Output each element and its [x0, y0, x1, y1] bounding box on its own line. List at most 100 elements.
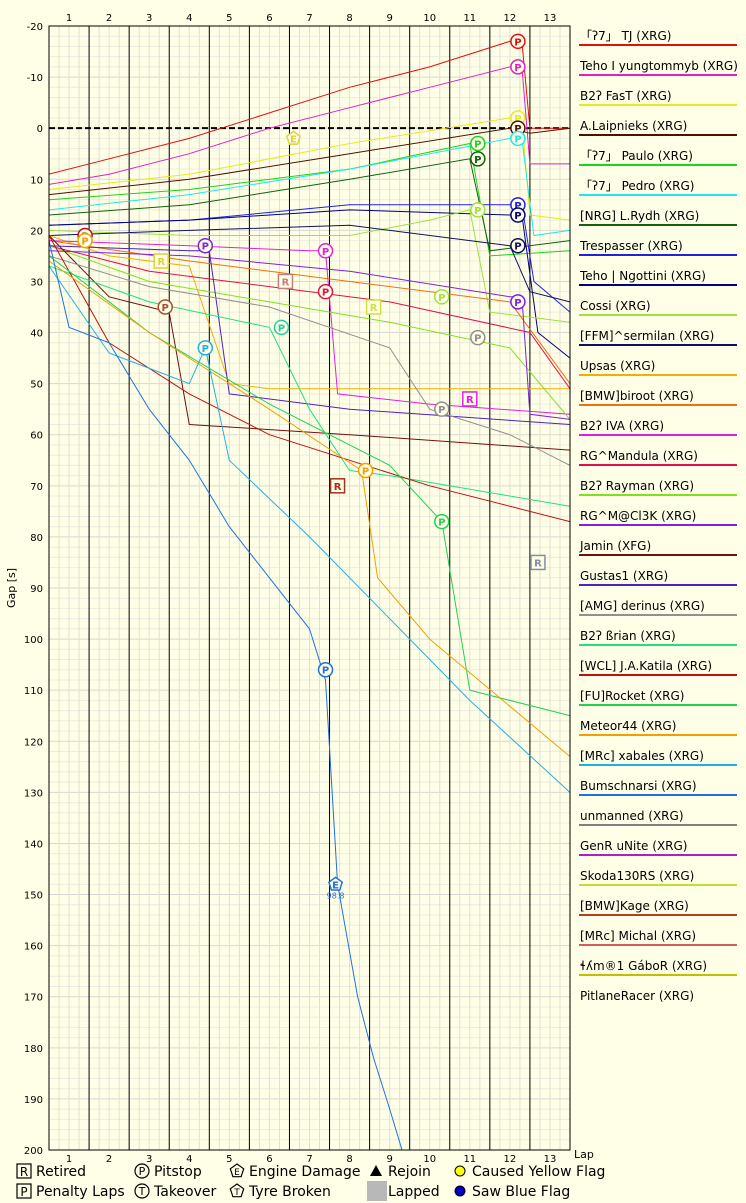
x-tick-label-top: 13 — [544, 13, 557, 24]
y-tick-label: 80 — [30, 533, 43, 544]
x-tick-label-bottom: 10 — [423, 1154, 436, 1165]
footer-symbol-letter: R — [20, 1165, 28, 1179]
pitstop-marker — [470, 135, 486, 152]
footer-symbol-pentagon — [229, 1163, 245, 1178]
legend-entry-label: Jamin (XFG) — [579, 539, 651, 553]
x-tick-label-bottom: 9 — [386, 1154, 392, 1165]
retired-marker-label: R — [466, 395, 474, 406]
pitstop-marker-label: P — [514, 114, 521, 125]
y-tick-label: 90 — [30, 584, 43, 595]
legend-entry-label: unmanned (XRG) — [580, 809, 684, 823]
pitstop-marker-label: P — [474, 155, 481, 166]
series-legend: 「ʔ7」 TJ (XRG) Teho I yungtommyb (XRG) B2ʔ … — [579, 29, 738, 1003]
y-axis-title: Gap [s] — [5, 568, 18, 608]
series-line — [49, 245, 570, 420]
retired-marker — [153, 253, 169, 269]
x-tick-label-bottom: 3 — [146, 1154, 152, 1165]
x-tick-label-top: 3 — [146, 13, 152, 24]
pitstop-marker-label: P — [514, 201, 521, 212]
legend-entry-label: Teho I yungtommyb (XRG) — [579, 59, 738, 73]
retired-marker — [365, 299, 382, 315]
x-tick-label-top: 1 — [66, 13, 72, 24]
pitstop-marker — [470, 202, 486, 218]
footer-legend-label: Takeover — [153, 1184, 216, 1200]
x-tick-label-bottom: 5 — [226, 1154, 232, 1165]
x-tick-label-top: 8 — [346, 13, 352, 24]
pitstop-marker — [434, 513, 450, 530]
pitstop-marker-label: P — [438, 518, 445, 529]
x-tick-label-top: 2 — [106, 13, 112, 24]
retired-marker — [462, 391, 478, 407]
series-line — [49, 158, 570, 252]
retired-marker — [530, 554, 546, 571]
lapped-box-icon — [367, 1181, 387, 1201]
pitstop-marker-label: P — [322, 666, 329, 677]
legend-entry-label: Gustas1 (XRG) — [580, 569, 668, 583]
engine-damage-marker — [285, 130, 301, 145]
pitstop-marker — [510, 33, 526, 50]
footer-legend-label: Caused Yellow Flag — [472, 1164, 605, 1180]
y-tick-label: 130 — [24, 788, 43, 799]
rejoin-triangle-icon — [370, 1165, 382, 1176]
series-line — [49, 40, 570, 175]
legend-entry-label: Bumschnarsi (XRG) — [580, 779, 697, 793]
engine-damage-marker-label: E — [290, 134, 297, 145]
footer-legend-label: Lapped — [388, 1184, 440, 1200]
x-tick-label-top: 9 — [386, 13, 392, 24]
legend-entry-label: Upsas (XRG) — [580, 359, 655, 373]
series-line — [49, 66, 570, 185]
legend-entry-label: 「ʔ7」 Pedro (XRG) — [580, 179, 694, 193]
retired-marker-label: R — [370, 303, 378, 314]
x-tick-label-bottom: 2 — [106, 1154, 112, 1165]
retired-marker-label: R — [534, 558, 542, 569]
legend-entry-label: Skoda130RS (XRG) — [580, 869, 694, 883]
footer-symbol-letter: T — [138, 1185, 146, 1198]
retired-marker-label: R — [157, 257, 165, 268]
y-tick-label: 70 — [30, 482, 43, 493]
footer-symbol-letter: T — [233, 1188, 240, 1198]
x-tick-label-top: 7 — [306, 13, 312, 24]
legend-entry-label: Cossi (XRG) — [580, 299, 651, 313]
event-markers: PPPPPPPPPPPPPPPPPPPPPPPPPPRRRRRREE98.8 — [77, 33, 546, 900]
pitstop-marker-label: P — [514, 124, 521, 135]
pitstop-marker — [197, 340, 214, 356]
x-tick-label-top: 6 — [266, 13, 272, 24]
pitstop-marker — [157, 299, 173, 315]
footer-symbol-square — [16, 1163, 32, 1179]
legend-entry-label: ɬʎm®1 GáboR (XRG) — [580, 959, 707, 973]
legend-entry-label: B2ʔ Rayman (XRG) — [580, 479, 694, 493]
pitstop-marker-label: P — [474, 334, 481, 345]
series-line — [49, 240, 403, 1150]
legend-entry-label: Trespasser (XRG) — [579, 239, 683, 253]
footer-legend-label: Rejoin — [388, 1164, 431, 1180]
pitstop-marker-label: P — [278, 323, 285, 334]
y-tick-label: 180 — [24, 1044, 43, 1055]
legend-entry-label: Teho | Ngottini (XRG) — [579, 269, 706, 283]
pitstop-marker-label: P — [514, 242, 521, 253]
legend-entry-label: B2ʔ FasT (XRG) — [580, 89, 672, 103]
pitstop-marker-label: P — [514, 63, 521, 74]
series-line — [49, 224, 570, 303]
series-line — [49, 137, 570, 237]
retired-marker — [277, 273, 294, 290]
legend-entry-label: [BMW]biroot (XRG) — [580, 389, 694, 403]
blue-flag-dot-icon — [454, 1185, 466, 1197]
pitstop-marker — [510, 130, 526, 147]
footer-legend-label: Tyre Broken — [248, 1184, 331, 1200]
legend-entry-label: GenR uNite (XRG) — [580, 839, 687, 853]
yellow-flag-dot-icon — [454, 1165, 466, 1177]
pitstop-marker — [197, 237, 214, 254]
series-line — [49, 265, 570, 793]
y-tick-label: 0 — [37, 124, 43, 135]
legend-entry-label: [MRc] Michal (XRG) — [580, 929, 696, 943]
pitstop-marker-label: P — [81, 237, 88, 248]
legend-entry-label: RG^Mandula (XRG) — [580, 449, 698, 463]
pitstop-marker-label: P — [438, 405, 445, 416]
legend-entry-label: Meteor44 (XRG) — [580, 719, 676, 733]
y-tick-label: 150 — [24, 891, 43, 902]
series-line — [49, 209, 570, 359]
footer-symbol-square — [16, 1183, 32, 1199]
y-tick-label: -10 — [27, 73, 43, 84]
pitstop-marker-label: P — [514, 211, 521, 222]
